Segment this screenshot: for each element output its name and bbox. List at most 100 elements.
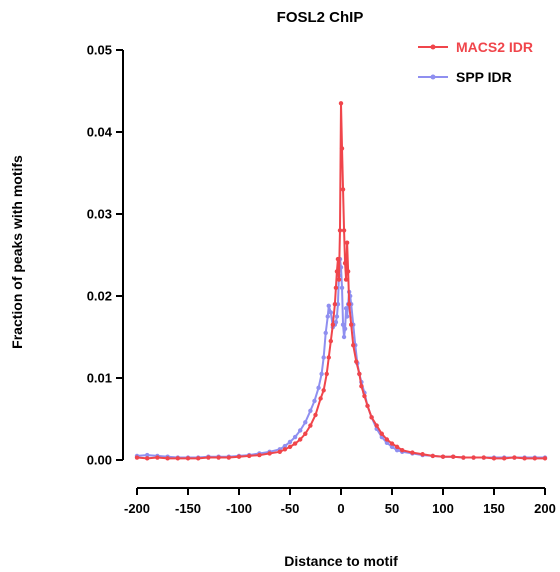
data-point-macs2-idr bbox=[384, 437, 390, 442]
series-spp-idr bbox=[134, 256, 548, 460]
data-point-macs2-idr bbox=[345, 269, 351, 274]
data-point-macs2-idr bbox=[155, 455, 160, 460]
data-point-macs2-idr bbox=[298, 437, 303, 442]
data-point-spp-idr bbox=[323, 330, 328, 336]
data-point-macs2-idr bbox=[365, 403, 370, 409]
data-point-spp-idr bbox=[394, 447, 400, 453]
x-axis-title: Distance to motif bbox=[284, 553, 398, 569]
data-point-macs2-idr bbox=[481, 455, 486, 460]
data-point-macs2-idr bbox=[420, 452, 425, 457]
data-point-macs2-idr bbox=[357, 371, 362, 377]
data-point-spp-idr bbox=[316, 385, 321, 391]
data-point-macs2-idr bbox=[440, 454, 446, 459]
data-point-macs2-idr bbox=[451, 454, 456, 459]
data-point-macs2-idr bbox=[471, 455, 476, 460]
data-point-macs2-idr bbox=[196, 456, 201, 461]
data-point-spp-idr bbox=[384, 440, 390, 445]
x-tick-label: 0 bbox=[337, 501, 344, 516]
data-point-macs2-idr bbox=[346, 302, 352, 307]
data-point-macs2-idr bbox=[303, 431, 308, 436]
data-point-spp-idr bbox=[344, 314, 350, 319]
data-point-spp-idr bbox=[334, 314, 340, 319]
data-point-macs2-idr bbox=[512, 455, 517, 460]
data-point-macs2-idr bbox=[292, 441, 298, 446]
data-point-macs2-idr bbox=[287, 444, 293, 450]
data-point-spp-idr bbox=[339, 285, 345, 290]
data-point-macs2-idr bbox=[216, 455, 221, 460]
x-tick-label: -150 bbox=[175, 501, 201, 516]
data-point-macs2-idr bbox=[522, 456, 527, 461]
data-point-macs2-idr bbox=[236, 454, 242, 459]
y-tick-label: 0.01 bbox=[87, 371, 112, 386]
data-point-spp-idr bbox=[312, 398, 317, 404]
data-point-macs2-idr bbox=[318, 396, 323, 401]
data-point-macs2-idr bbox=[321, 388, 326, 393]
data-point-macs2-idr bbox=[165, 456, 170, 461]
data-point-spp-idr bbox=[145, 452, 150, 458]
y-tick-label: 0.03 bbox=[87, 207, 112, 222]
data-point-macs2-idr bbox=[389, 441, 395, 446]
x-tick-label: -100 bbox=[226, 501, 252, 516]
data-point-spp-idr bbox=[343, 306, 349, 311]
data-point-macs2-idr bbox=[354, 359, 359, 364]
data-point-spp-idr bbox=[389, 444, 395, 450]
data-point-macs2-idr bbox=[185, 456, 191, 461]
y-tick-label: 0.00 bbox=[87, 453, 112, 468]
data-point-macs2-idr bbox=[400, 447, 405, 453]
data-point-macs2-idr bbox=[324, 371, 329, 377]
data-point-spp-idr bbox=[282, 443, 288, 449]
legend-item-macs2-idr: MACS2 IDR bbox=[418, 39, 533, 55]
data-point-macs2-idr bbox=[339, 146, 345, 151]
data-point-spp-idr bbox=[303, 420, 308, 425]
legend: MACS2 IDR SPP IDR bbox=[418, 39, 533, 85]
data-point-macs2-idr bbox=[362, 393, 367, 399]
data-point-macs2-idr bbox=[410, 450, 415, 455]
data-point-macs2-idr bbox=[134, 455, 140, 460]
y-tick-label: 0.04 bbox=[87, 125, 113, 140]
data-point-macs2-idr bbox=[333, 285, 339, 290]
data-point-macs2-idr bbox=[461, 455, 466, 460]
data-point-spp-idr bbox=[333, 320, 339, 325]
data-point-spp-idr bbox=[340, 322, 346, 327]
data-point-spp-idr bbox=[326, 303, 331, 309]
y-tick-label: 0.05 bbox=[87, 43, 112, 58]
data-point-macs2-idr bbox=[313, 412, 318, 418]
data-point-spp-idr bbox=[298, 428, 303, 433]
data-point-macs2-idr bbox=[206, 455, 211, 460]
data-point-macs2-idr bbox=[332, 302, 338, 307]
x-tick-label: -200 bbox=[124, 501, 150, 516]
data-point-macs2-idr bbox=[542, 456, 548, 461]
data-point-macs2-idr bbox=[349, 322, 354, 327]
data-point-macs2-idr bbox=[282, 447, 288, 452]
data-point-spp-idr bbox=[308, 408, 313, 413]
data-point-macs2-idr bbox=[491, 456, 497, 461]
legend-label-macs2-idr: MACS2 IDR bbox=[456, 39, 533, 55]
data-point-macs2-idr bbox=[334, 269, 340, 274]
data-point-macs2-idr bbox=[335, 256, 341, 262]
data-point-spp-idr bbox=[287, 439, 293, 445]
series-layer bbox=[134, 101, 548, 461]
chart-title: FOSL2 ChIP bbox=[277, 9, 364, 26]
x-tick-label: 100 bbox=[432, 501, 454, 516]
data-point-spp-idr bbox=[319, 371, 324, 377]
data-point-spp-idr bbox=[292, 434, 298, 440]
data-point-macs2-idr bbox=[351, 343, 356, 348]
data-point-macs2-idr bbox=[532, 456, 537, 461]
data-point-macs2-idr bbox=[247, 453, 252, 459]
data-point-spp-idr bbox=[328, 310, 333, 315]
data-point-macs2-idr bbox=[344, 240, 350, 245]
series-macs2-idr bbox=[134, 101, 548, 461]
data-point-macs2-idr bbox=[369, 415, 374, 420]
data-point-spp-idr bbox=[325, 314, 330, 319]
y-axis-title: Fraction of peaks with motifs bbox=[9, 155, 25, 349]
data-point-macs2-idr bbox=[359, 384, 364, 389]
data-point-macs2-idr bbox=[308, 423, 313, 428]
data-point-macs2-idr bbox=[330, 322, 336, 327]
data-point-macs2-idr bbox=[145, 456, 150, 461]
legend-label-spp-idr: SPP IDR bbox=[456, 69, 512, 85]
data-point-spp-idr bbox=[342, 326, 348, 331]
data-point-macs2-idr bbox=[394, 444, 400, 450]
data-point-macs2-idr bbox=[257, 452, 262, 458]
data-point-spp-idr bbox=[321, 355, 326, 360]
